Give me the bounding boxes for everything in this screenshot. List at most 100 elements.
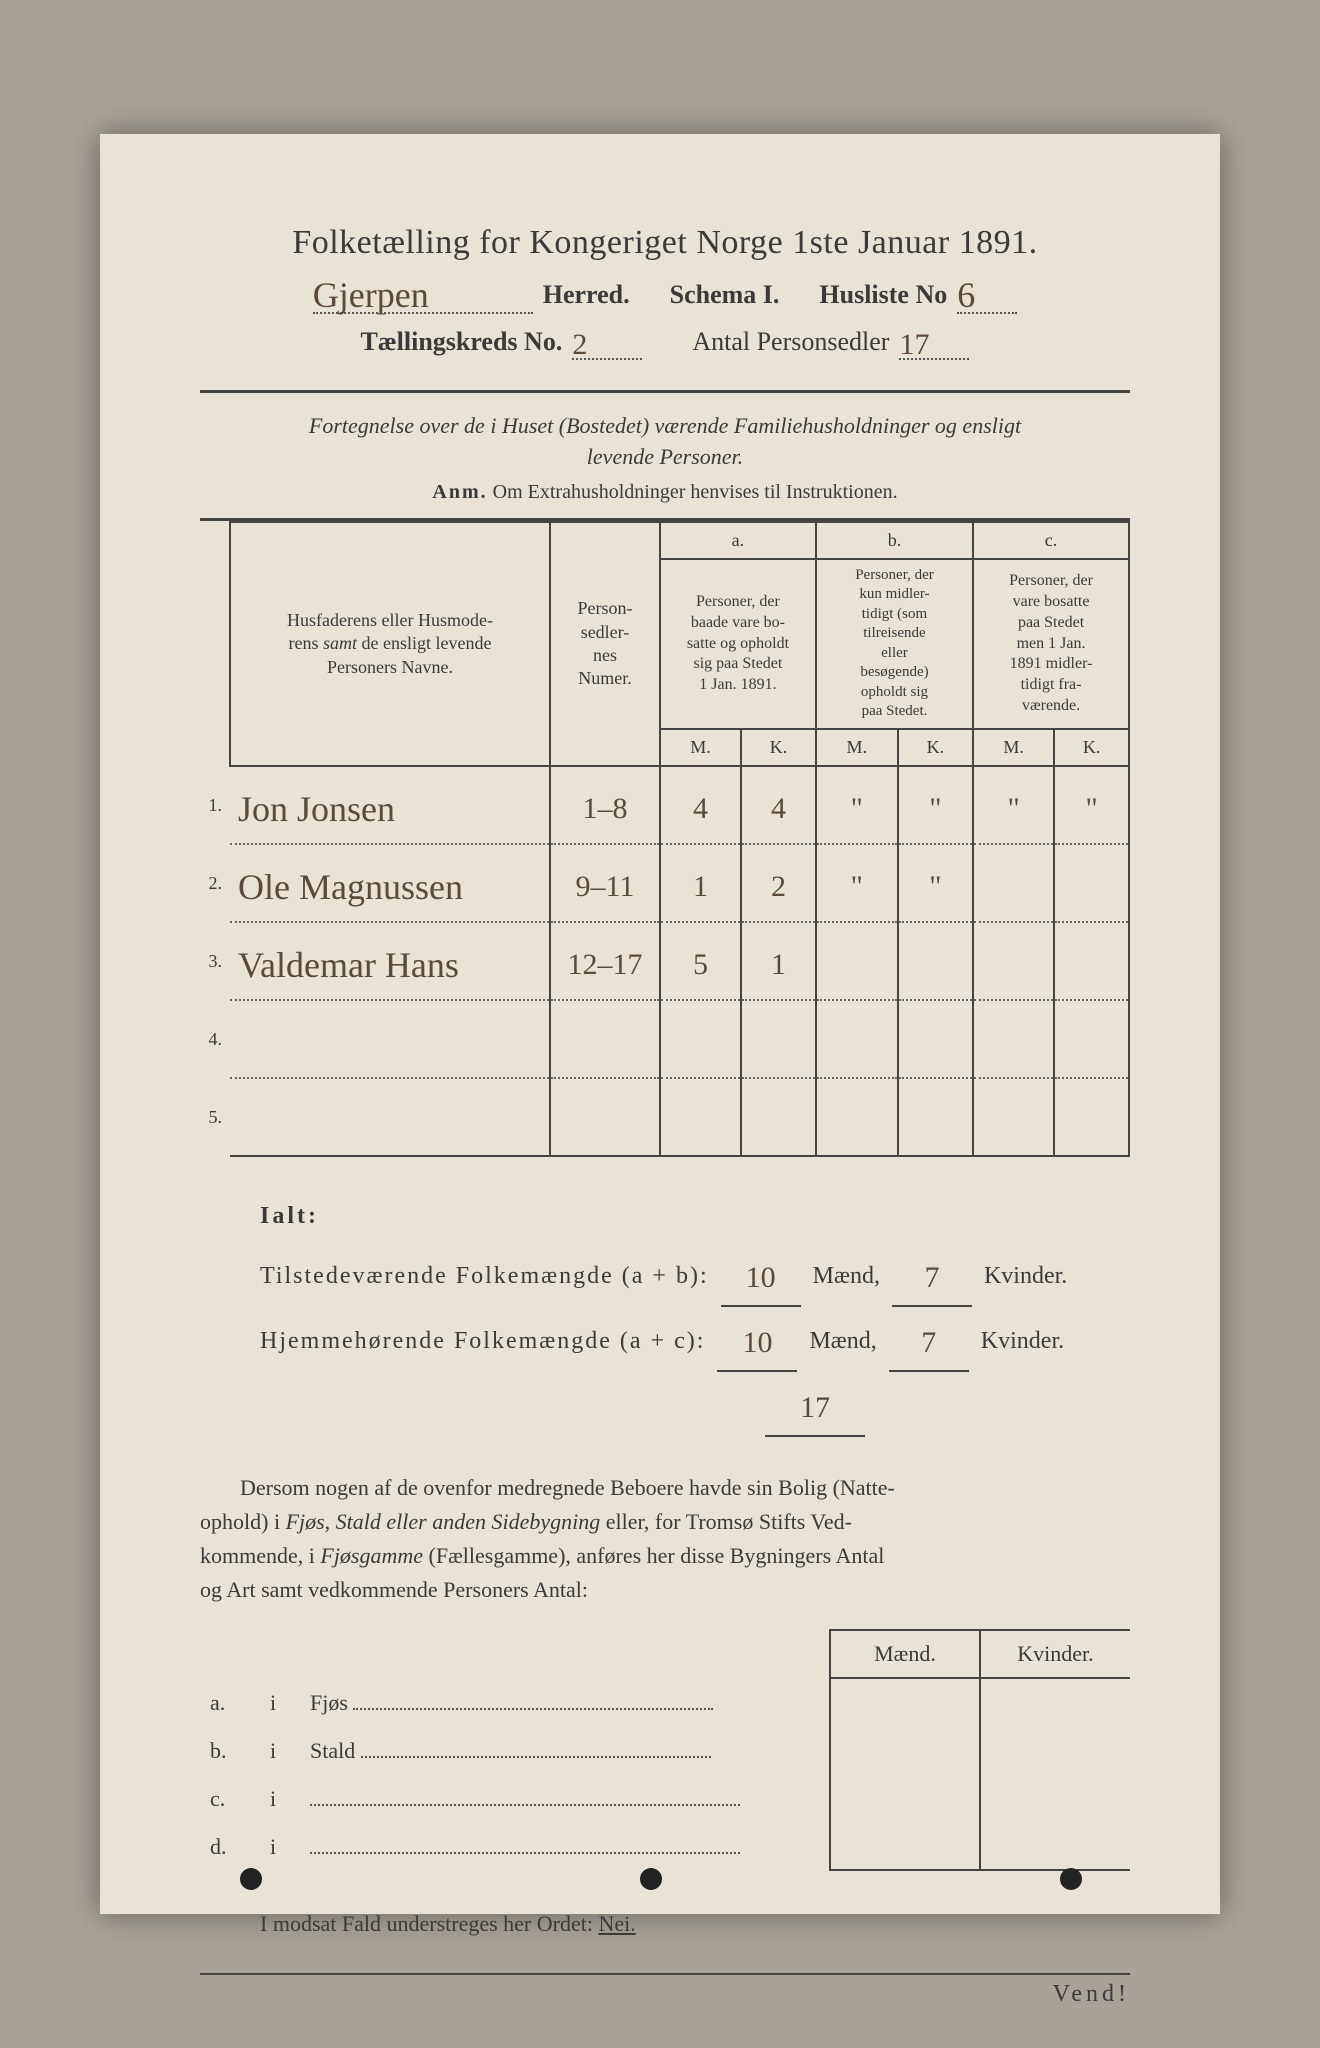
table-row: 5.: [200, 1078, 1129, 1156]
bolig-row: a. i Fjøs: [200, 1678, 1130, 1726]
modsat-line: I modsat Fald understreges her Ordet: Ne…: [260, 1911, 1130, 1937]
bolig-label-text: Fjøs: [310, 1690, 348, 1715]
ialt-line2-pre: Hjemmehørende Folkemængde (a + c):: [260, 1328, 705, 1354]
bolig-i: i: [260, 1822, 300, 1870]
row-index: 3.: [200, 922, 230, 1000]
bolig-row: d. i: [200, 1822, 1130, 1870]
kvinder-label: Kvinder.: [984, 1263, 1067, 1289]
husliste-no: 6: [957, 275, 975, 315]
kvinder-label: Kvinder.: [981, 1328, 1064, 1354]
cell-cK: ": [1085, 792, 1097, 825]
subtitle: Fortegnelse over de i Huset (Bostedet) v…: [200, 411, 1130, 473]
ialt-line1-pre: Tilstedeværende Folkemængde (a + b):: [260, 1263, 709, 1289]
cell-aK: 1: [771, 948, 786, 981]
anm-note: Anm. Om Extrahusholdninger henvises til …: [200, 481, 1130, 504]
cell-bM: ": [851, 870, 863, 903]
row-num: 9–11: [576, 870, 635, 903]
herred-label: Herred.: [543, 280, 630, 310]
antal-label: Antal Personsedler: [692, 327, 889, 357]
col-desc-b: Personer, derkun midler-tidigt (somtilre…: [816, 559, 973, 729]
row-index: 2.: [200, 844, 230, 922]
bolig-key: b.: [200, 1726, 260, 1774]
antal-no: 17: [899, 328, 929, 361]
bolig-key: c.: [200, 1774, 260, 1822]
col-header-b: b.: [816, 522, 973, 559]
col-k: K.: [1054, 729, 1129, 766]
col-header-c: c.: [973, 522, 1129, 559]
table-row: 1. Jon Jonsen 1–8 4 4 " " " ": [200, 766, 1129, 844]
ialt-line2: Hjemmehørende Folkemængde (a + c): 10 Mæ…: [260, 1307, 1130, 1372]
ialt-m2: 10: [742, 1326, 772, 1359]
ialt-section: Ialt: Tilstedeværende Folkemængde (a + b…: [260, 1191, 1130, 1436]
col-header-a: a.: [660, 522, 816, 559]
punch-hole: [640, 1868, 662, 1890]
col-header-name: Husfaderens eller Husmode-rens samt de e…: [230, 522, 550, 767]
bolig-row: b. i Stald: [200, 1726, 1130, 1774]
table-row: 3. Valdemar Hans 12–17 5 1: [200, 922, 1129, 1000]
bolig-i: i: [260, 1774, 300, 1822]
col-k: K.: [741, 729, 816, 766]
subtitle-line1: Fortegnelse over de i Huset (Bostedet) v…: [309, 413, 1021, 438]
table-row: 2. Ole Magnussen 9–11 1 2 " ": [200, 844, 1129, 922]
cell-aK: 4: [771, 792, 786, 825]
ialt-line1: Tilstedeværende Folkemængde (a + b): 10 …: [260, 1242, 1130, 1307]
herred-handwritten: Gjerpen: [313, 275, 429, 315]
bolig-key: d.: [200, 1822, 260, 1870]
bolig-i: i: [260, 1726, 300, 1774]
row-name: Valdemar Hans: [238, 945, 459, 985]
row-num: 12–17: [568, 948, 643, 981]
row-name: Jon Jonsen: [238, 789, 395, 829]
page-title: Folketælling for Kongeriget Norge 1ste J…: [200, 224, 1130, 262]
modsat-word: Nei.: [598, 1911, 635, 1936]
subtitle-line2: levende Personer.: [587, 444, 743, 469]
cell-aM: 5: [693, 948, 708, 981]
modsat-pre: I modsat Fald understreges her Ordet:: [260, 1911, 593, 1936]
ialt-k2: 7: [921, 1326, 936, 1359]
bolig-table: Mænd. Kvinder. a. i Fjøs b. i Stald c. i…: [200, 1629, 1130, 1871]
cell-aM: 1: [693, 870, 708, 903]
cell-bK: ": [929, 792, 941, 825]
vend-label: Vend!: [200, 1973, 1130, 2008]
col-m: M.: [816, 729, 898, 766]
row-index: 4.: [200, 1000, 230, 1078]
punch-hole: [240, 1868, 262, 1890]
bolig-key: a.: [200, 1678, 260, 1726]
col-k: K.: [898, 729, 973, 766]
col-header-num: Person-sedler-nesNumer.: [550, 522, 660, 767]
row-name: Ole Magnussen: [238, 867, 463, 907]
cell-bM: ": [851, 792, 863, 825]
divider: [200, 390, 1130, 393]
header-row-2: Tællingskreds No. 2 Antal Personsedler 1…: [200, 324, 1130, 360]
row-num: 1–8: [583, 792, 628, 825]
ialt-total: 17: [800, 1391, 830, 1424]
kreds-label: Tællingskreds No.: [361, 327, 563, 357]
cell-cM: ": [1008, 792, 1020, 825]
maend-label: Mænd,: [809, 1328, 876, 1354]
census-table: Husfaderens eller Husmode-rens samt de e…: [200, 521, 1130, 1158]
bolig-kvinder: Kvinder.: [980, 1630, 1130, 1678]
anm-text: Om Extrahusholdninger henvises til Instr…: [493, 481, 898, 503]
cell-aM: 4: [693, 792, 708, 825]
col-desc-c: Personer, dervare bosattepaa Stedetmen 1…: [973, 559, 1129, 729]
bolig-i: i: [260, 1678, 300, 1726]
ialt-label: Ialt:: [260, 1191, 1130, 1241]
cell-aK: 2: [771, 870, 786, 903]
maend-label: Mænd,: [813, 1263, 880, 1289]
row-index: 1.: [200, 766, 230, 844]
row-index: 5.: [200, 1078, 230, 1156]
table-row: 4.: [200, 1000, 1129, 1078]
ialt-total-row: 17: [500, 1372, 1130, 1437]
col-m: M.: [973, 729, 1054, 766]
header-row-1: Gjerpen Herred. Schema I. Husliste No 6: [200, 270, 1130, 314]
kreds-no: 2: [572, 328, 587, 361]
bolig-label-text: Stald: [310, 1738, 355, 1763]
census-form-page: Folketælling for Kongeriget Norge 1ste J…: [100, 134, 1220, 1914]
cell-bK: ": [929, 870, 941, 903]
bolig-maend: Mænd.: [830, 1630, 980, 1678]
schema-label: Schema I.: [670, 280, 780, 310]
ialt-k1: 7: [924, 1261, 939, 1294]
punch-hole: [1060, 1868, 1082, 1890]
husliste-label: Husliste No: [819, 280, 947, 310]
col-desc-a: Personer, derbaade vare bo-satte og opho…: [660, 559, 816, 729]
col-m: M.: [660, 729, 741, 766]
